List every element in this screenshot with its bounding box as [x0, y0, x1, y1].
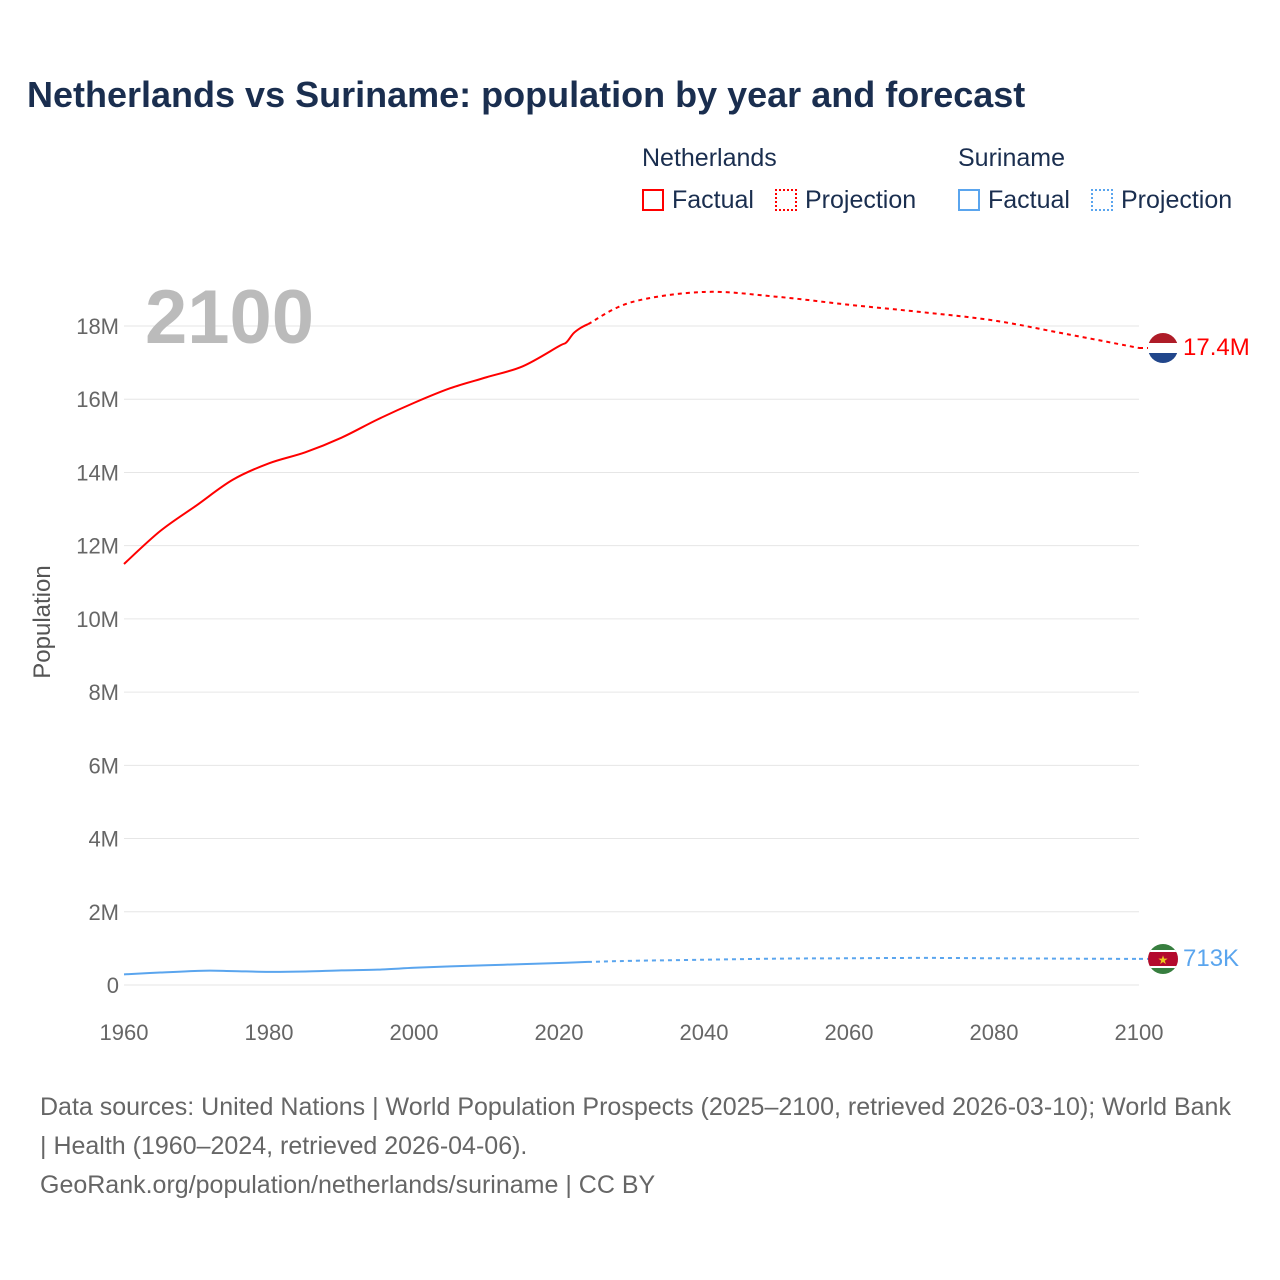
credit-link[interactable]: GeoRank.org/population/netherlands/surin…: [40, 1171, 656, 1199]
suriname-end-label: 713K: [1183, 945, 1239, 972]
suriname-flag-icon: ★: [1148, 944, 1178, 974]
y-tick-label: 18M: [76, 314, 119, 339]
y-axis-label: Population: [29, 565, 56, 678]
y-tick-label: 4M: [88, 827, 119, 852]
legend-group-netherlands: Netherlands: [642, 144, 777, 172]
data-sources: Data sources: United Nations | World Pop…: [40, 1093, 1231, 1160]
legend-swatch: [775, 189, 797, 211]
y-tick-label: 2M: [88, 900, 119, 925]
suriname-factual-line: [123, 960, 589, 976]
legend-suriname-factual[interactable]: Factual: [958, 186, 1070, 215]
netherlands-factual-line: [123, 323, 589, 565]
y-tick-label: 16M: [76, 387, 119, 412]
svg-text:★: ★: [1158, 953, 1169, 967]
year-label: 2100: [145, 275, 314, 360]
x-tick-label: 2060: [825, 1020, 874, 1045]
legend-netherlands-projection[interactable]: Projection: [775, 186, 916, 215]
y-tick-label: 14M: [76, 460, 119, 485]
legend-swatch: [1091, 189, 1113, 211]
x-tick-label: 2100: [1115, 1020, 1164, 1045]
legend-suriname-projection[interactable]: Projection: [1091, 186, 1232, 215]
x-tick-label: 2000: [390, 1020, 439, 1045]
chart-title: Netherlands vs Suriname: population by y…: [27, 74, 1026, 115]
legend-label: Projection: [805, 186, 917, 214]
netherlands-projection-line: [587, 290, 1140, 349]
legend-swatch: [958, 189, 980, 211]
x-tick-label: 2040: [680, 1020, 729, 1045]
netherlands-flag-icon: [1148, 333, 1178, 363]
x-tick-label: 2080: [970, 1020, 1019, 1045]
y-tick-label: 10M: [76, 607, 119, 632]
y-tick-label: 12M: [76, 534, 119, 559]
netherlands-end-label: 17.4M: [1183, 334, 1250, 361]
x-tick-label: 1960: [100, 1020, 149, 1045]
suriname-projection-line: [587, 956, 1140, 963]
legend-netherlands-factual[interactable]: Factual: [642, 186, 754, 215]
legend-label: Factual: [672, 186, 754, 214]
y-tick-label: 8M: [88, 680, 119, 705]
y-tick-label: 0: [107, 973, 119, 998]
legend-label: Factual: [988, 186, 1070, 214]
legend-group-suriname: Suriname: [958, 144, 1065, 172]
y-tick-label: 6M: [88, 753, 119, 778]
x-tick-label: 1980: [245, 1020, 294, 1045]
x-tick-label: 2020: [535, 1020, 584, 1045]
legend-label: Projection: [1121, 186, 1233, 214]
legend-swatch: [642, 189, 664, 211]
source-note: Data sources: United Nations | World Pop…: [40, 1088, 1240, 1205]
